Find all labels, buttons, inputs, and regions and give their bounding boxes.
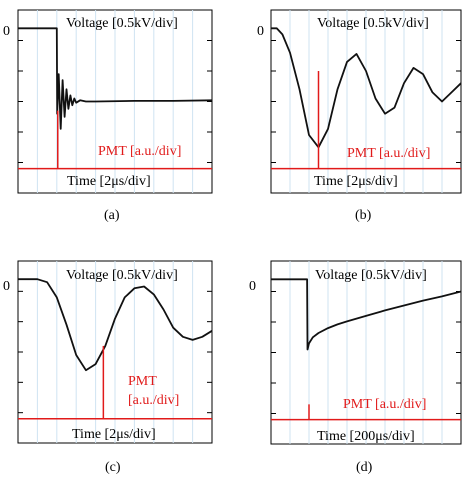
- y-zero-label-d: 0: [249, 279, 256, 294]
- voltage-trace-d: [271, 278, 462, 351]
- caption-c: (c): [105, 460, 121, 475]
- voltage-label-a: Voltage [0.5kV/div]: [66, 16, 178, 31]
- pmt-label-d: PMT [a.u./div]: [343, 397, 427, 412]
- pmt-label-c-line2: [a.u./div]: [128, 393, 180, 408]
- voltage-trace-c: [18, 278, 213, 372]
- pmt-label-a: PMT [a.u./div]: [98, 144, 182, 159]
- caption-d: (d): [356, 460, 373, 475]
- chart-plot-d: [270, 260, 462, 445]
- caption-b: (b): [355, 208, 372, 223]
- chart-panel-b: 0 Voltage [0.5kV/div] PMT [a.u./div] Tim…: [237, 0, 474, 239]
- chart-plot-b: [270, 9, 462, 194]
- time-label-b: Time [2μs/div]: [314, 174, 398, 189]
- time-label-d: Time [200μs/div]: [317, 429, 415, 444]
- voltage-label-c: Voltage [0.5kV/div]: [66, 268, 178, 283]
- voltage-label-d: Voltage [0.5kV/div]: [315, 268, 427, 283]
- voltage-trace-a: [18, 27, 213, 130]
- pmt-label-c-line1: PMT: [128, 374, 157, 389]
- chart-plot-c: [17, 260, 213, 444]
- chart-panel-c: 0 Voltage [0.5kV/div] PMT [a.u./div] Tim…: [0, 239, 237, 478]
- voltage-trace-b: [271, 27, 462, 149]
- time-label-c: Time [2μs/div]: [72, 427, 156, 442]
- chart-plot-a: [17, 9, 213, 194]
- y-zero-label-a: 0: [3, 24, 10, 39]
- pmt-label-b: PMT [a.u./div]: [347, 146, 431, 161]
- y-zero-label-b: 0: [257, 24, 264, 39]
- caption-a: (a): [104, 208, 120, 223]
- chart-panel-d: 0 Voltage [0.5kV/div] PMT [a.u./div] Tim…: [237, 239, 474, 478]
- y-zero-label-c: 0: [3, 279, 10, 294]
- voltage-label-b: Voltage [0.5kV/div]: [317, 16, 429, 31]
- chart-panel-a: 0 Voltage [0.5kV/div] PMT [a.u./div] Tim…: [0, 0, 237, 239]
- time-label-a: Time [2μs/div]: [67, 174, 151, 189]
